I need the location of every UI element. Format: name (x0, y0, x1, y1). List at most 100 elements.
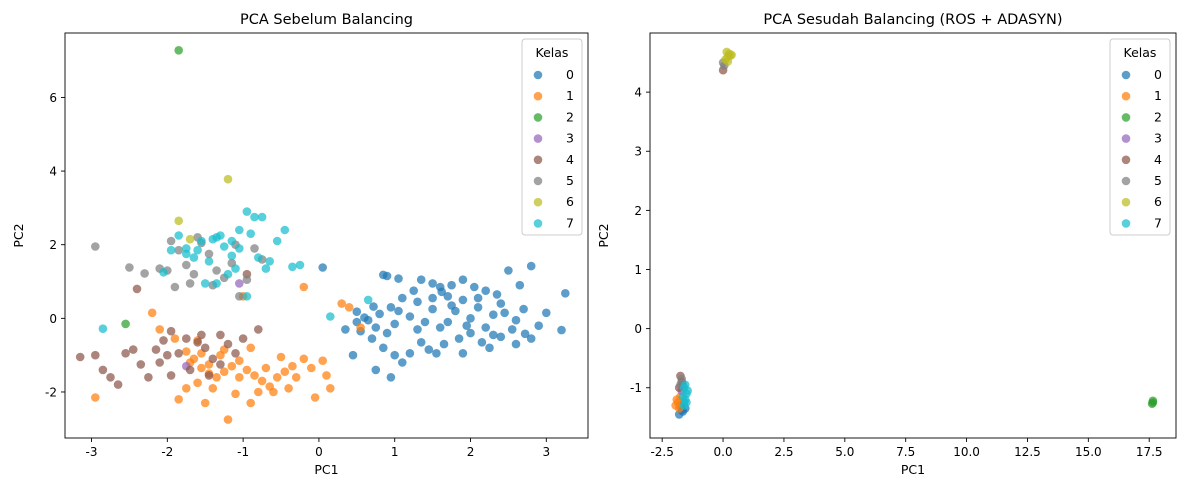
point-class-7-3 (174, 231, 183, 240)
legend-marker-2 (533, 113, 543, 122)
point-class-6-1 (174, 216, 183, 226)
y-axis-label: PC2 (596, 223, 611, 247)
point-class-1-29 (208, 384, 218, 393)
point-class-7-25 (216, 231, 225, 240)
point-class-7-12 (242, 207, 252, 216)
point-class-0-54 (458, 349, 468, 358)
point-class-0-3 (394, 274, 403, 283)
x-tick-label: -3 (86, 445, 98, 459)
point-class-7-24 (208, 234, 218, 244)
point-class-1-31 (246, 398, 255, 408)
point-class-0-9 (470, 282, 479, 292)
point-class-5-7 (189, 269, 199, 279)
point-class-1-30 (231, 389, 240, 399)
x-tick-label: -1 (237, 445, 249, 459)
point-class-5-6 (182, 260, 191, 270)
point-class-0-40 (454, 334, 464, 343)
point-class-0-77 (437, 287, 447, 297)
point-class-7-10 (227, 251, 237, 261)
x-tick-label: 10.0 (953, 445, 980, 459)
point-class-1-43 (276, 352, 286, 362)
point-class-4-10 (159, 336, 168, 345)
x-tick-label: 7.5 (896, 445, 915, 459)
point-class-4-7 (136, 360, 146, 369)
point-class-7-2 (166, 245, 176, 255)
legend-marker-3 (533, 134, 543, 143)
point-class-6-6 (723, 57, 733, 66)
point-class-7-26 (253, 253, 263, 262)
point-class-0-64 (500, 308, 509, 318)
point-class-1-12 (250, 371, 259, 380)
point-class-4-30 (155, 358, 164, 367)
point-class-5-15 (250, 244, 259, 253)
point-class-1-17 (288, 361, 297, 371)
legend-label-4: 4 (1154, 152, 1162, 167)
legend-marker-6 (533, 197, 543, 207)
point-class-4-22 (163, 350, 172, 360)
point-class-0-35 (379, 343, 388, 353)
point-class-4-12 (174, 349, 183, 358)
y-tick-label: -2 (45, 385, 57, 399)
point-class-0-43 (496, 332, 506, 342)
point-class-1-24 (223, 415, 233, 424)
point-class-7-17 (280, 225, 290, 235)
point-class-4-15 (200, 343, 210, 353)
data-points (75, 46, 570, 424)
point-class-7-30 (193, 245, 202, 255)
point-class-1-26 (182, 384, 191, 393)
point-class-7-16 (272, 236, 282, 246)
point-class-0-78 (520, 329, 530, 339)
point-class-0-16 (496, 299, 506, 308)
legend-label-6: 6 (566, 194, 574, 209)
point-class-4-14 (193, 338, 202, 347)
point-class-1-15 (272, 373, 282, 382)
point-class-1-8 (219, 367, 229, 377)
point-class-1-36 (299, 282, 309, 292)
legend: Kelas 0 1 2 3 4 5 6 7 (1109, 38, 1171, 236)
legend-label-2: 2 (566, 109, 574, 124)
point-class-0-38 (424, 345, 434, 354)
point-class-0-73 (462, 321, 472, 331)
x-tick-label: 3 (542, 445, 550, 459)
point-class-0-5 (428, 279, 437, 288)
point-class-1-27 (174, 395, 183, 404)
legend-label-4: 4 (566, 152, 574, 167)
point-class-6-2 (185, 234, 195, 244)
plot-frame (649, 32, 1177, 439)
point-class-7-13 (250, 212, 259, 222)
point-class-7-7 (679, 401, 689, 410)
point-class-7-29 (235, 244, 244, 253)
point-class-1-3 (182, 347, 191, 356)
point-class-4-3 (106, 373, 115, 382)
point-class-0-15 (515, 280, 525, 290)
point-class-0-36 (390, 350, 400, 360)
point-class-5-10 (212, 266, 221, 275)
legend-marker-0 (1121, 70, 1131, 80)
legend-label-0: 0 (1154, 67, 1162, 82)
point-class-7-14 (257, 212, 267, 222)
y-tick-label: 4 (634, 86, 642, 100)
point-class-0-60 (341, 325, 350, 334)
point-class-0-76 (369, 302, 378, 311)
legend-label-7: 7 (566, 215, 574, 230)
point-class-4-18 (223, 339, 233, 349)
x-tick-label: -2.5 (650, 445, 673, 459)
point-class-0-72 (447, 301, 456, 310)
y-tick-label: 1 (634, 263, 642, 277)
legend-marker-1 (1121, 91, 1131, 101)
point-class-0-57 (371, 365, 381, 375)
point-class-0-53 (485, 343, 494, 353)
point-class-7-20 (200, 279, 210, 288)
point-class-0-17 (519, 304, 528, 314)
y-tick-label: 6 (49, 91, 57, 105)
point-class-5-0 (91, 242, 100, 251)
point-class-0-44 (511, 339, 521, 349)
legend-label-6: 6 (1154, 194, 1162, 209)
point-class-4-2 (98, 365, 108, 375)
x-tick-label: 0 (315, 445, 323, 459)
point-class-5-1 (125, 263, 134, 272)
legend-label-7: 7 (1154, 215, 1162, 230)
point-class-1-11 (242, 365, 252, 375)
point-class-1-22 (310, 393, 320, 402)
point-class-7-0 (98, 324, 108, 334)
